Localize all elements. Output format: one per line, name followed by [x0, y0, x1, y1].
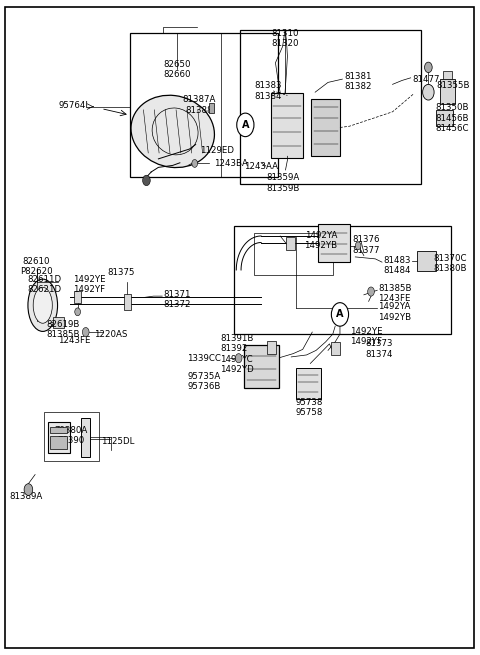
- Text: 1492YA
1492YB: 1492YA 1492YB: [378, 302, 411, 322]
- Text: 1492YA
1492YB: 1492YA 1492YB: [304, 231, 337, 250]
- Text: 81370C
81380B: 81370C 81380B: [433, 253, 467, 273]
- Bar: [234, 226, 451, 334]
- Bar: [208, 103, 214, 113]
- Bar: [74, 291, 82, 303]
- Circle shape: [355, 242, 361, 250]
- Text: 1492YE
1492YF: 1492YE 1492YF: [349, 327, 382, 346]
- Bar: [287, 237, 295, 250]
- Text: 82610
P82620: 82610 P82620: [20, 257, 53, 276]
- Bar: [244, 345, 279, 388]
- Bar: [130, 33, 278, 177]
- Text: 81387A
81388: 81387A 81388: [182, 96, 216, 115]
- Text: 81375: 81375: [108, 268, 135, 277]
- Bar: [50, 436, 67, 449]
- Bar: [318, 224, 349, 262]
- Text: 1339CC: 1339CC: [187, 354, 221, 364]
- Ellipse shape: [33, 288, 52, 324]
- Bar: [81, 418, 90, 457]
- Text: 81350B
81456B
81456C: 81350B 81456B 81456C: [435, 103, 469, 133]
- Text: 81376
81377: 81376 81377: [352, 235, 379, 255]
- Bar: [48, 422, 70, 453]
- Text: A: A: [336, 309, 344, 320]
- Text: 81389A: 81389A: [9, 492, 42, 501]
- Bar: [296, 368, 321, 400]
- Text: 1220AS: 1220AS: [94, 329, 127, 339]
- Text: 81381
81382: 81381 81382: [345, 72, 372, 92]
- Bar: [240, 30, 421, 183]
- Text: 81483
81484: 81483 81484: [383, 255, 410, 275]
- Circle shape: [143, 175, 150, 185]
- Text: 1243FE: 1243FE: [58, 336, 91, 345]
- Text: 1243AA: 1243AA: [244, 162, 278, 170]
- Text: 81359A
81359B: 81359A 81359B: [266, 174, 300, 193]
- Bar: [436, 110, 453, 126]
- Circle shape: [422, 84, 434, 100]
- Text: 81373
81374: 81373 81374: [365, 339, 393, 359]
- Circle shape: [424, 62, 432, 73]
- Text: 95764L: 95764L: [59, 101, 91, 110]
- Bar: [267, 341, 276, 354]
- Text: 81477: 81477: [413, 75, 440, 84]
- Text: 82611D
82621D: 82611D 82621D: [27, 274, 61, 294]
- Bar: [44, 413, 99, 462]
- Text: 81391B
81392
1492YC
1492YD: 81391B 81392 1492YC 1492YD: [220, 334, 254, 374]
- Bar: [50, 427, 67, 434]
- Text: 81383
81384: 81383 81384: [254, 81, 281, 101]
- Circle shape: [331, 303, 348, 326]
- Circle shape: [192, 160, 198, 168]
- Text: 95738
95758: 95738 95758: [295, 398, 323, 417]
- Text: 79380A
79390: 79380A 79390: [55, 426, 88, 445]
- Text: 1492YE
1492YF: 1492YE 1492YF: [73, 274, 106, 294]
- Circle shape: [368, 287, 374, 296]
- Text: 81371
81372: 81371 81372: [163, 290, 191, 309]
- Text: 82619B
81385B: 82619B 81385B: [46, 320, 80, 339]
- Text: 81385B
1243FE: 81385B 1243FE: [378, 284, 412, 303]
- Bar: [53, 317, 64, 328]
- Text: 1129ED: 1129ED: [200, 146, 234, 155]
- Circle shape: [237, 113, 254, 137]
- Circle shape: [24, 483, 33, 495]
- Text: A: A: [241, 120, 249, 130]
- Text: 1243BA: 1243BA: [214, 159, 248, 168]
- Circle shape: [75, 308, 81, 316]
- Bar: [254, 233, 333, 275]
- Bar: [312, 99, 340, 157]
- Ellipse shape: [131, 95, 215, 168]
- Bar: [123, 294, 131, 310]
- Bar: [440, 79, 455, 104]
- Bar: [271, 93, 303, 159]
- Text: 95735A
95736B: 95735A 95736B: [187, 372, 220, 391]
- Circle shape: [83, 328, 89, 337]
- Text: 82650
82660: 82650 82660: [164, 60, 191, 79]
- Bar: [443, 71, 452, 79]
- Ellipse shape: [28, 279, 58, 331]
- Text: 81310
81320: 81310 81320: [271, 29, 299, 48]
- Text: 1125DL: 1125DL: [101, 437, 134, 446]
- Bar: [331, 342, 340, 355]
- Bar: [418, 251, 435, 271]
- Circle shape: [235, 354, 242, 363]
- Text: 81355B: 81355B: [436, 81, 470, 90]
